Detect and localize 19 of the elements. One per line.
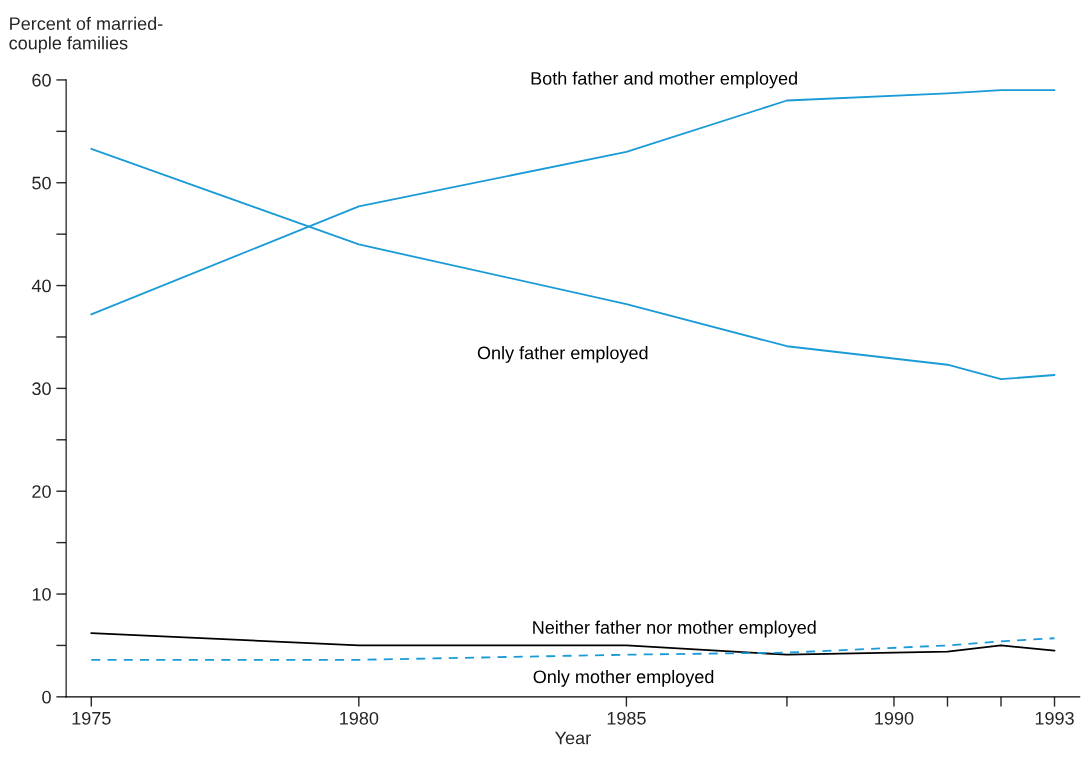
- y-tick-label: 0: [42, 690, 51, 704]
- x-tick-label: 1980: [340, 711, 379, 725]
- x-tick-label: 1990: [875, 711, 914, 725]
- y-tick-label: 40: [31, 279, 51, 293]
- series-label: Neither father nor mother employed: [533, 620, 816, 638]
- y-axis-title: Percent of married- couple families: [9, 16, 163, 54]
- x-tick-label: 1993: [1035, 711, 1074, 725]
- x-tick-label: 1975: [72, 711, 111, 725]
- line-series: [90, 637, 1056, 661]
- series-label: Both father and mother employed: [531, 71, 797, 89]
- series-label: Only mother employed: [533, 669, 714, 687]
- y-tick-label: 50: [32, 176, 51, 190]
- y-tick-label: 10: [32, 587, 51, 601]
- y-tick-label: 30: [32, 382, 51, 396]
- x-tick-label: 1985: [607, 711, 646, 725]
- series-label: Only father employed: [477, 346, 648, 363]
- x-axis-title: Year: [555, 731, 591, 745]
- y-tick-label: 20: [32, 485, 51, 498]
- y-tick-label: 60: [32, 73, 51, 87]
